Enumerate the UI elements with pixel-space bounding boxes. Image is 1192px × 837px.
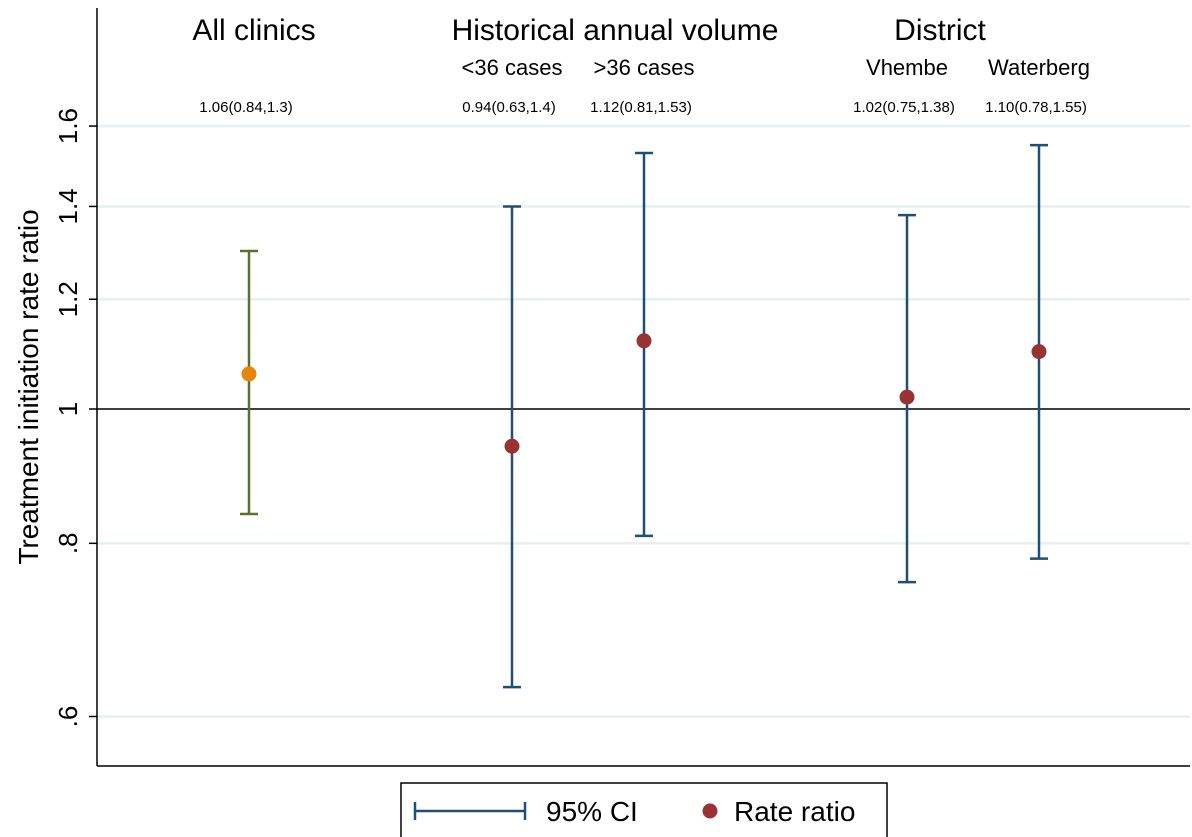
y-tick-label: .6 [53, 706, 83, 728]
point-estimates [241, 333, 1047, 454]
group-titles: All clinics Historical annual volume Distr… [192, 14, 986, 47]
estimate-label: 1.06(0.84,1.3) [199, 99, 292, 116]
rate-ratio-point [636, 333, 652, 349]
group-title: All clinics [192, 14, 315, 47]
subgroup-label: <36 cases [462, 55, 563, 80]
legend-label-rate-ratio: Rate ratio [734, 796, 855, 827]
estimate-label: 1.10(0.78,1.55) [985, 99, 1087, 116]
confidence-intervals [240, 143, 1048, 689]
rate-ratio-point [899, 389, 915, 405]
group-title: District [894, 14, 986, 47]
subgroup-label: Waterberg [988, 55, 1090, 80]
subgroup-label: >36 cases [594, 55, 695, 80]
axes [96, 8, 1190, 767]
rate-ratio-point [1031, 344, 1047, 360]
group-title: Historical annual volume [452, 14, 779, 47]
rate-ratio-point [241, 366, 257, 382]
y-ticks: .6 .8 1 1.2 1.4 1.6 [53, 108, 97, 727]
y-tick-label: 1 [53, 402, 83, 416]
y-tick-label: 1.4 [53, 188, 83, 224]
subgroup-label: Vhembe [866, 55, 948, 80]
estimate-label: 0.94(0.63,1.4) [462, 99, 555, 116]
legend-label-ci: 95% CI [546, 796, 638, 827]
y-tick-label: 1.2 [53, 281, 83, 317]
y-tick-label: 1.6 [53, 108, 83, 144]
y-tick-label: .8 [53, 532, 83, 554]
estimate-labels: 1.06(0.84,1.3) 0.94(0.63,1.4) <36 cases 1.1… [199, 55, 1090, 116]
legend-rate-ratio-swatch [702, 803, 718, 819]
legend: 95% CI Rate ratio [400, 782, 888, 837]
rate-ratio-point [504, 438, 520, 454]
y-axis-label: Treatment initiation rate ratio [13, 209, 44, 564]
estimate-label: 1.02(0.75,1.38) [853, 99, 955, 116]
estimate-label: 1.12(0.81,1.53) [590, 99, 692, 116]
